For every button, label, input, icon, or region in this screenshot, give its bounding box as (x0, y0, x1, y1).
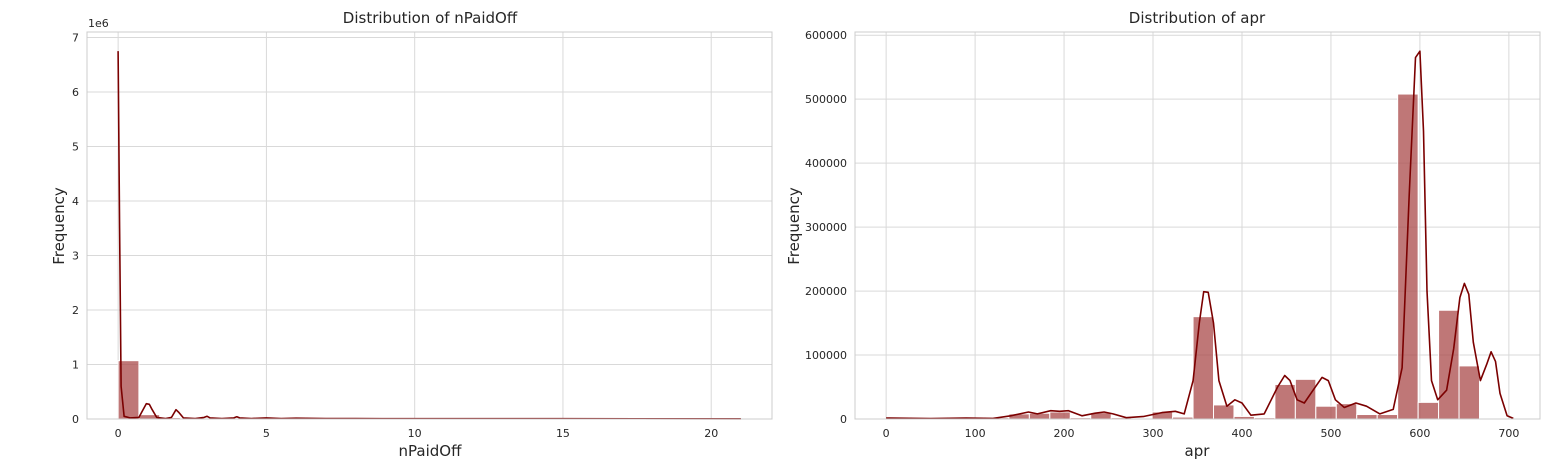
y-axis-label: Frequency (785, 187, 803, 265)
y-tick-labels: 0 100000 200000 300000 400000 500000 600000 (805, 29, 847, 426)
y-tick-label: 400000 (805, 157, 847, 170)
histogram-bar (1417, 401, 1440, 420)
y-tick-label: 600000 (805, 29, 847, 42)
x-tick-label: 200 (1054, 427, 1075, 440)
x-tick-label: 600 (1409, 427, 1430, 440)
plot-frame (86, 31, 773, 420)
histogram-bar (1294, 378, 1317, 420)
x-tick-labels: 0 5 10 15 20 (115, 427, 719, 440)
x-axis-label: apr (1185, 442, 1211, 460)
y-tick-label: 300000 (805, 221, 847, 234)
npaidoff-chart: 0 5 10 15 20 0 1 2 3 4 5 6 7 Distribution of nPaidO… (50, 9, 773, 460)
x-tick-label: 5 (263, 427, 270, 440)
y-tick-label: 200000 (805, 285, 847, 298)
y-tick-label: 2 (72, 304, 79, 317)
y-tick-label: 4 (72, 195, 79, 208)
x-tick-label: 0 (115, 427, 122, 440)
histogram-bars (885, 93, 1501, 420)
y-tick-label: 0 (840, 413, 847, 426)
x-tick-label: 15 (556, 427, 570, 440)
y-tick-label: 100000 (805, 349, 847, 362)
plot-area (87, 32, 772, 419)
plot-frame (854, 31, 1541, 420)
x-tick-labels: 0 100 200 300 400 500 600 700 (883, 427, 1520, 440)
kde-line (886, 50, 1514, 420)
x-tick-label: 10 (408, 427, 422, 440)
chart-title: Distribution of nPaidOff (343, 9, 518, 27)
histogram-bar (1213, 404, 1235, 420)
histogram-bar (1397, 93, 1419, 420)
chart-title: Distribution of apr (1129, 9, 1266, 27)
histogram-bar (1274, 383, 1296, 420)
histogram-bar (1458, 365, 1481, 420)
x-tick-label: 500 (1320, 427, 1341, 440)
y-tick-label: 6 (72, 86, 79, 99)
y-tick-label: 0 (72, 413, 79, 426)
x-tick-label: 300 (1143, 427, 1164, 440)
x-tick-label: 20 (704, 427, 718, 440)
y-tick-label: 5 (72, 140, 79, 153)
x-tick-label: 0 (883, 427, 890, 440)
y-tick-label: 500000 (805, 93, 847, 106)
x-axis-label: nPaidOff (399, 442, 463, 460)
y-axis-label: Frequency (50, 187, 68, 265)
x-tick-label: 100 (965, 427, 986, 440)
histogram-bar (1192, 316, 1215, 420)
y-tick-label: 3 (72, 249, 79, 262)
x-tick-label: 700 (1498, 427, 1519, 440)
histogram-bar (1376, 414, 1399, 420)
histogram-bar (1315, 405, 1337, 420)
histogram-bar (1049, 411, 1071, 420)
y-tick-label: 7 (72, 31, 79, 44)
y-tick-labels: 0 1 2 3 4 5 6 7 (72, 31, 79, 426)
y-tick-label: 1 (72, 358, 79, 371)
histogram-bar (1356, 414, 1378, 420)
x-tick-label: 400 (1231, 427, 1252, 440)
kde-curve (886, 50, 1514, 420)
y-offset-text: 1e6 (88, 17, 109, 30)
apr-chart: 0 100 200 300 400 500 600 700 0 100000 200000 3000… (785, 9, 1541, 460)
